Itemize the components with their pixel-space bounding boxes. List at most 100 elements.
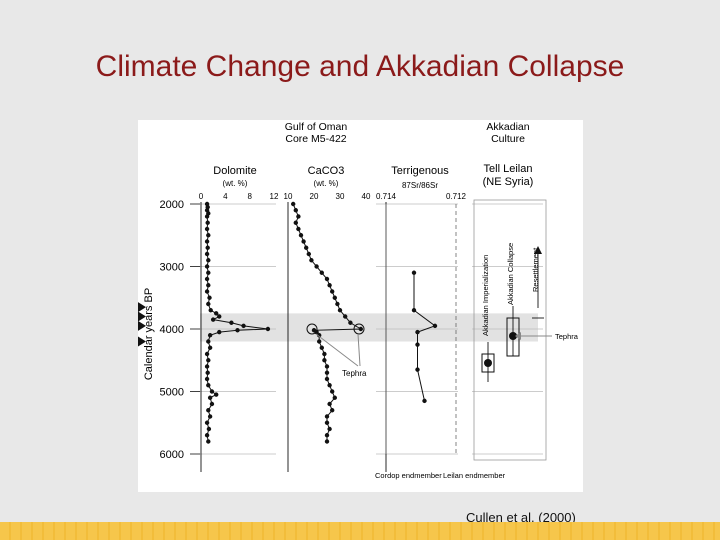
data-point bbox=[304, 245, 309, 250]
x-tick-label: 8 bbox=[247, 192, 252, 201]
data-point bbox=[324, 433, 330, 438]
data-point bbox=[327, 426, 332, 432]
tephra-circle bbox=[306, 323, 318, 335]
y-tick-label: 2000 bbox=[160, 199, 184, 211]
data-point bbox=[206, 270, 211, 275]
data-point bbox=[324, 414, 330, 419]
data-point bbox=[411, 308, 417, 313]
data-point bbox=[327, 383, 332, 388]
y-tick-label: 4000 bbox=[160, 324, 184, 336]
data-point bbox=[204, 276, 210, 282]
x-tick-label: 30 bbox=[336, 192, 345, 201]
core-header-line1: Gulf of Oman bbox=[285, 121, 348, 133]
data-point bbox=[343, 314, 348, 319]
data-point bbox=[415, 329, 420, 335]
endmember-label: Cordop endmember bbox=[375, 471, 442, 480]
culture-phase-label: Akkadian Imperialization bbox=[481, 255, 490, 336]
data-point bbox=[324, 370, 330, 375]
data-point bbox=[322, 351, 327, 357]
data-point bbox=[209, 389, 215, 394]
data-point bbox=[214, 392, 219, 397]
data-point bbox=[330, 408, 335, 413]
data-point bbox=[206, 301, 211, 307]
data-point bbox=[204, 376, 210, 382]
footer-bar bbox=[0, 522, 720, 540]
panel-title: Terrigenous bbox=[391, 165, 449, 177]
data-point bbox=[206, 258, 211, 263]
data-point bbox=[204, 251, 210, 257]
culture-header-line2: Culture bbox=[491, 133, 525, 145]
data-point bbox=[415, 367, 420, 372]
data-point bbox=[206, 233, 211, 238]
data-point bbox=[293, 208, 298, 213]
data-point bbox=[332, 295, 337, 300]
data-point bbox=[241, 323, 246, 329]
data-point bbox=[324, 376, 330, 382]
x-tick-label: 0.712 bbox=[446, 192, 467, 201]
data-point bbox=[330, 389, 335, 394]
data-point bbox=[327, 283, 332, 288]
data-point bbox=[207, 333, 213, 338]
data-point bbox=[206, 339, 211, 344]
data-point bbox=[205, 245, 210, 250]
data-point bbox=[209, 401, 215, 407]
tephra-arrow bbox=[315, 333, 359, 367]
panel-unit: (wt. %) bbox=[314, 179, 339, 188]
data-point bbox=[206, 383, 211, 388]
data-point bbox=[204, 214, 210, 219]
age-marker-triangle bbox=[138, 311, 146, 322]
x-tick-label: 0.714 bbox=[376, 192, 397, 201]
collapse-point bbox=[509, 332, 517, 340]
citation-caption: Cullen et al. (2000) bbox=[466, 510, 576, 525]
culture-panel-frame bbox=[473, 199, 547, 461]
data-point bbox=[296, 226, 301, 232]
data-point bbox=[291, 201, 296, 207]
data-point bbox=[207, 414, 213, 419]
data-point bbox=[207, 395, 213, 400]
data-point bbox=[317, 339, 322, 344]
chart-figure: Calendar years BP 2000 3000 4000 5000 6000 Gul… bbox=[138, 120, 583, 492]
core-header-line2: Core M5-422 bbox=[285, 133, 346, 145]
culture-site-line2: (NE Syria) bbox=[483, 176, 534, 188]
data-point bbox=[208, 308, 213, 313]
data-point bbox=[205, 370, 210, 375]
panel-title: CaCO3 bbox=[308, 165, 345, 177]
data-point bbox=[205, 220, 210, 225]
data-point bbox=[229, 320, 234, 325]
tephra-circle bbox=[353, 323, 365, 335]
data-point bbox=[324, 364, 330, 369]
y-tick-label: 5000 bbox=[160, 387, 184, 399]
data-point bbox=[206, 283, 211, 288]
data-point bbox=[317, 333, 322, 338]
data-point bbox=[204, 239, 210, 244]
data-point bbox=[217, 314, 222, 319]
y-axis-label: Calendar years BP bbox=[143, 288, 155, 380]
data-point bbox=[324, 439, 330, 444]
data-point bbox=[204, 289, 210, 294]
data-point bbox=[411, 270, 417, 275]
data-point bbox=[314, 264, 319, 269]
culture-header-line1: Akkadian bbox=[486, 121, 529, 133]
data-point bbox=[335, 301, 340, 307]
x-tick-label: 12 bbox=[270, 192, 279, 201]
panel-unit: 87Sr/86Sr bbox=[402, 181, 438, 190]
x-tick-label: 40 bbox=[362, 192, 371, 201]
culture-tephra-label: Tephra bbox=[555, 332, 579, 341]
x-tick-label: 0 bbox=[199, 192, 204, 201]
panel-unit: (wt. %) bbox=[223, 179, 248, 188]
age-marker-triangle bbox=[138, 320, 146, 331]
data-point bbox=[348, 320, 353, 325]
age-marker-triangle bbox=[138, 336, 146, 347]
data-point bbox=[309, 258, 314, 263]
data-point bbox=[210, 317, 216, 322]
data-point bbox=[204, 364, 210, 369]
y-tick-label: 3000 bbox=[160, 262, 184, 274]
culture-site-line1: Tell Leilan bbox=[484, 163, 533, 175]
culture-phase-label: Resettlement bbox=[531, 247, 540, 292]
y-tick-label: 6000 bbox=[160, 449, 184, 461]
tephra-label: Tephra bbox=[342, 369, 367, 378]
data-point bbox=[306, 251, 311, 257]
data-point bbox=[206, 426, 212, 432]
age-marker-triangle bbox=[138, 302, 146, 313]
data-point bbox=[204, 226, 210, 232]
